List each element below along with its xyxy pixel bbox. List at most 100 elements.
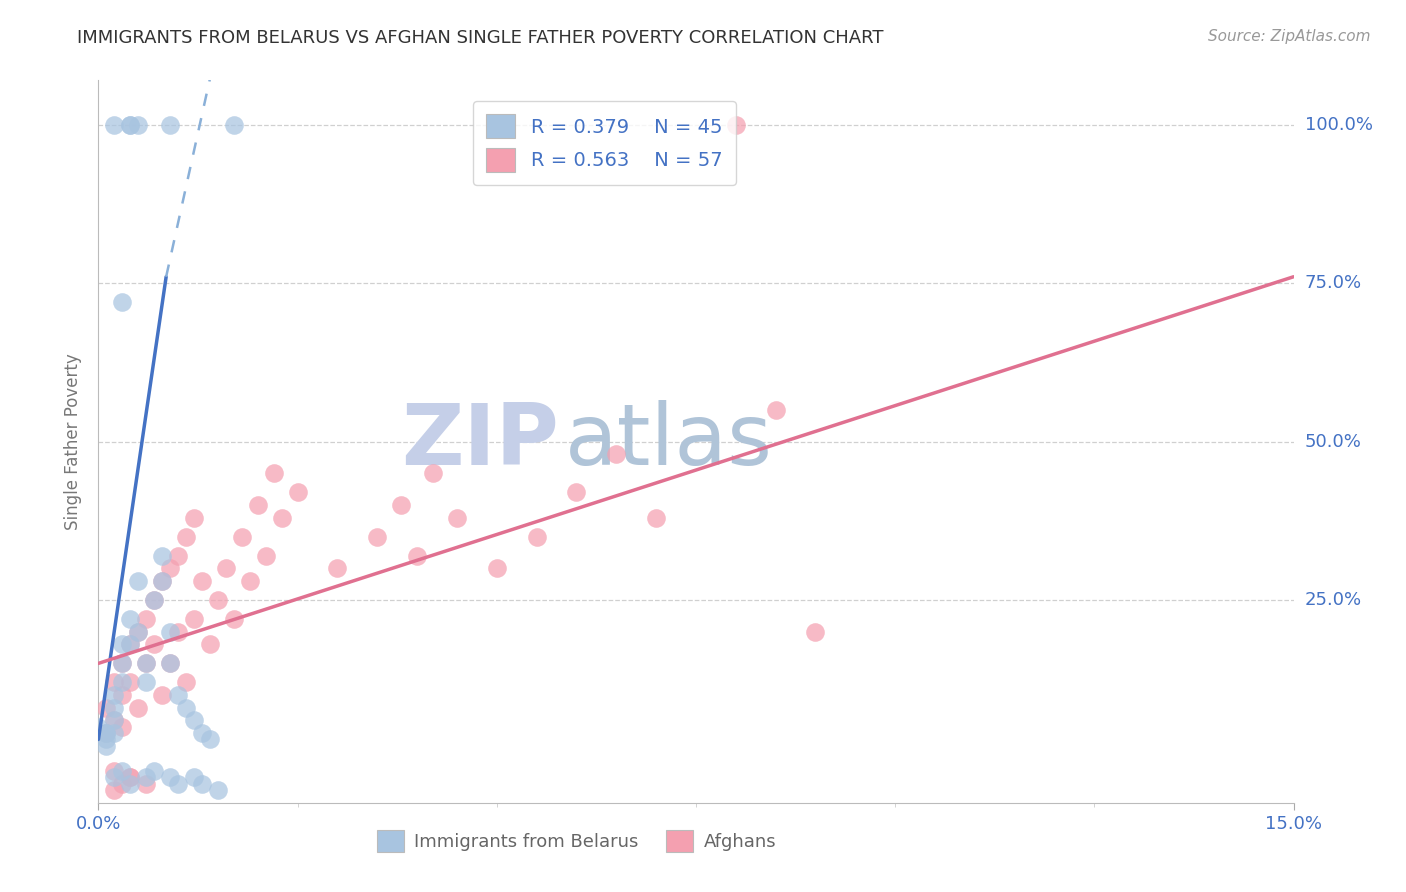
Point xyxy=(111,720,134,734)
Point xyxy=(645,510,668,524)
Point xyxy=(191,777,214,791)
Point xyxy=(605,447,627,461)
Text: IMMIGRANTS FROM BELARUS VS AFGHAN SINGLE FATHER POVERTY CORRELATION CHART: IMMIGRANTS FROM BELARUS VS AFGHAN SINGLE… xyxy=(77,29,884,46)
Point xyxy=(565,485,588,500)
Point xyxy=(96,726,118,740)
Point xyxy=(724,118,747,132)
Point xyxy=(150,574,173,588)
Point xyxy=(120,637,142,651)
Text: 100.0%: 100.0% xyxy=(1305,116,1372,134)
Point xyxy=(183,612,205,626)
Point xyxy=(111,295,134,310)
Point xyxy=(159,657,181,671)
Point xyxy=(239,574,262,588)
Point xyxy=(135,657,157,671)
Point xyxy=(406,549,429,563)
Point xyxy=(103,118,125,132)
Point xyxy=(127,624,149,639)
Point xyxy=(389,498,412,512)
Point xyxy=(159,561,181,575)
Point xyxy=(111,675,134,690)
Point xyxy=(120,675,142,690)
Point xyxy=(804,624,827,639)
Point xyxy=(96,726,118,740)
Point xyxy=(103,688,125,702)
Point xyxy=(183,771,205,785)
Point xyxy=(87,720,110,734)
Point xyxy=(120,771,142,785)
Point xyxy=(159,118,181,132)
Point xyxy=(127,700,149,714)
Point xyxy=(111,777,134,791)
Point xyxy=(150,549,173,563)
Point xyxy=(326,561,349,575)
Point xyxy=(111,657,134,671)
Point xyxy=(159,771,181,785)
Point xyxy=(287,485,309,500)
Text: atlas: atlas xyxy=(565,400,772,483)
Point xyxy=(143,764,166,778)
Text: 25.0%: 25.0% xyxy=(1305,591,1362,609)
Point xyxy=(111,657,134,671)
Point xyxy=(174,530,197,544)
Point xyxy=(120,612,142,626)
Point xyxy=(167,624,190,639)
Point xyxy=(111,688,134,702)
Point xyxy=(207,593,229,607)
Point xyxy=(159,624,181,639)
Point xyxy=(246,498,269,512)
Point xyxy=(222,612,245,626)
Point xyxy=(103,764,125,778)
Point xyxy=(422,467,444,481)
Point xyxy=(103,675,125,690)
Point xyxy=(120,118,142,132)
Point xyxy=(103,726,125,740)
Text: 50.0%: 50.0% xyxy=(1305,433,1361,450)
Legend: Immigrants from Belarus, Afghans: Immigrants from Belarus, Afghans xyxy=(370,822,783,859)
Point xyxy=(254,549,277,563)
Point xyxy=(198,732,221,747)
Point xyxy=(150,688,173,702)
Point xyxy=(143,593,166,607)
Point xyxy=(103,700,125,714)
Point xyxy=(143,637,166,651)
Point xyxy=(103,714,125,728)
Point xyxy=(143,593,166,607)
Point xyxy=(215,561,238,575)
Point xyxy=(120,118,142,132)
Point xyxy=(270,510,292,524)
Point xyxy=(127,118,149,132)
Point xyxy=(103,783,125,797)
Point xyxy=(135,657,157,671)
Point xyxy=(167,688,190,702)
Point xyxy=(183,714,205,728)
Point xyxy=(135,777,157,791)
Point xyxy=(231,530,253,544)
Point xyxy=(207,783,229,797)
Point xyxy=(111,764,134,778)
Text: 75.0%: 75.0% xyxy=(1305,274,1362,292)
Point xyxy=(135,612,157,626)
Point xyxy=(120,771,142,785)
Point xyxy=(111,637,134,651)
Point xyxy=(150,574,173,588)
Text: ZIP: ZIP xyxy=(401,400,558,483)
Point xyxy=(135,771,157,785)
Point xyxy=(263,467,285,481)
Point xyxy=(167,777,190,791)
Point xyxy=(159,657,181,671)
Point xyxy=(765,402,787,417)
Point xyxy=(191,574,214,588)
Point xyxy=(96,732,118,747)
Point xyxy=(485,561,508,575)
Point xyxy=(526,530,548,544)
Point xyxy=(103,771,125,785)
Text: Source: ZipAtlas.com: Source: ZipAtlas.com xyxy=(1208,29,1371,44)
Point xyxy=(191,726,214,740)
Point xyxy=(120,777,142,791)
Point xyxy=(174,700,197,714)
Point xyxy=(135,675,157,690)
Point xyxy=(222,118,245,132)
Point xyxy=(120,637,142,651)
Point xyxy=(96,739,118,753)
